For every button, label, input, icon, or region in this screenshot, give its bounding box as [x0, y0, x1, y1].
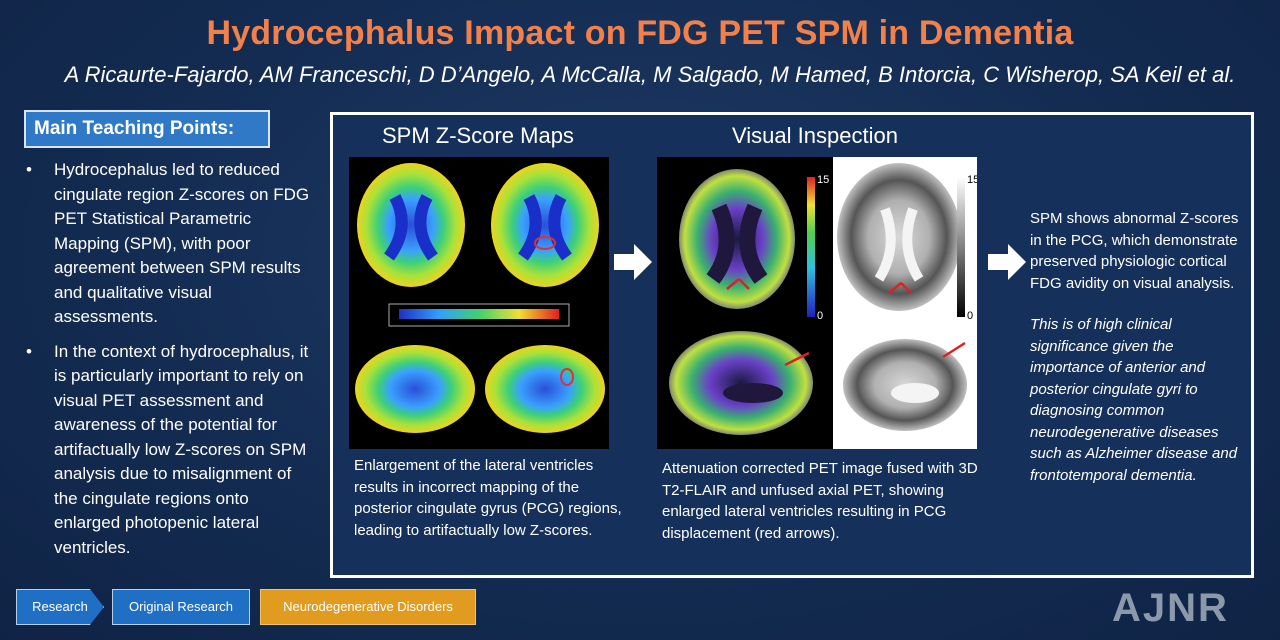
- fused-scale-min: 0: [817, 310, 823, 322]
- spm-heading: SPM Z-Score Maps: [382, 123, 574, 148]
- tag-research[interactable]: Research: [16, 589, 104, 625]
- gray-scale-min: 0: [967, 310, 973, 322]
- spm-brain-maps: [355, 163, 605, 433]
- arrow-right-icon: [614, 244, 652, 280]
- visual-heading: Visual Inspection: [732, 123, 898, 148]
- teaching-point: Hydrocephalus led to reduced cingulate r…: [24, 158, 318, 330]
- pet-brain-images: 15 0 15 0: [657, 157, 977, 449]
- author-list: A Ricaurte-Fajardo, AM Franceschi, D D’A…: [64, 62, 1236, 87]
- conclusion-block: SPM shows abnormal Z-scores in the PCG, …: [1030, 208, 1242, 506]
- gray-scale-max: 15: [967, 174, 977, 186]
- spm-caption: Enlargement of the lateral ventricles re…: [354, 457, 622, 539]
- arrow-right-icon: [988, 244, 1026, 280]
- fused-scale-max: 15: [817, 174, 829, 186]
- tag-neurodegenerative-disorders[interactable]: Neurodegenerative Disorders: [260, 589, 476, 625]
- teaching-points-heading: Main Teaching Points:: [24, 110, 270, 148]
- ajnr-logo: AJNR: [1112, 586, 1229, 630]
- visual-caption: Attenuation corrected PET image fused wi…: [662, 460, 978, 542]
- visual-pet-image: 15 0 15 0: [657, 157, 977, 449]
- teaching-point: In the context of hydrocephalus, it is p…: [24, 340, 318, 561]
- spm-zscore-image: [349, 157, 609, 449]
- conclusion-emphasis: This is of high clinical significance gi…: [1030, 316, 1238, 484]
- poster-title: Hydrocephalus Impact on FDG PET SPM in D…: [206, 14, 1074, 52]
- teaching-points-list: Hydrocephalus led to reduced cingulate r…: [24, 158, 318, 570]
- tag-original-research[interactable]: Original Research: [112, 589, 250, 625]
- conclusion-text: SPM shows abnormal Z-scores in the PCG, …: [1030, 210, 1239, 292]
